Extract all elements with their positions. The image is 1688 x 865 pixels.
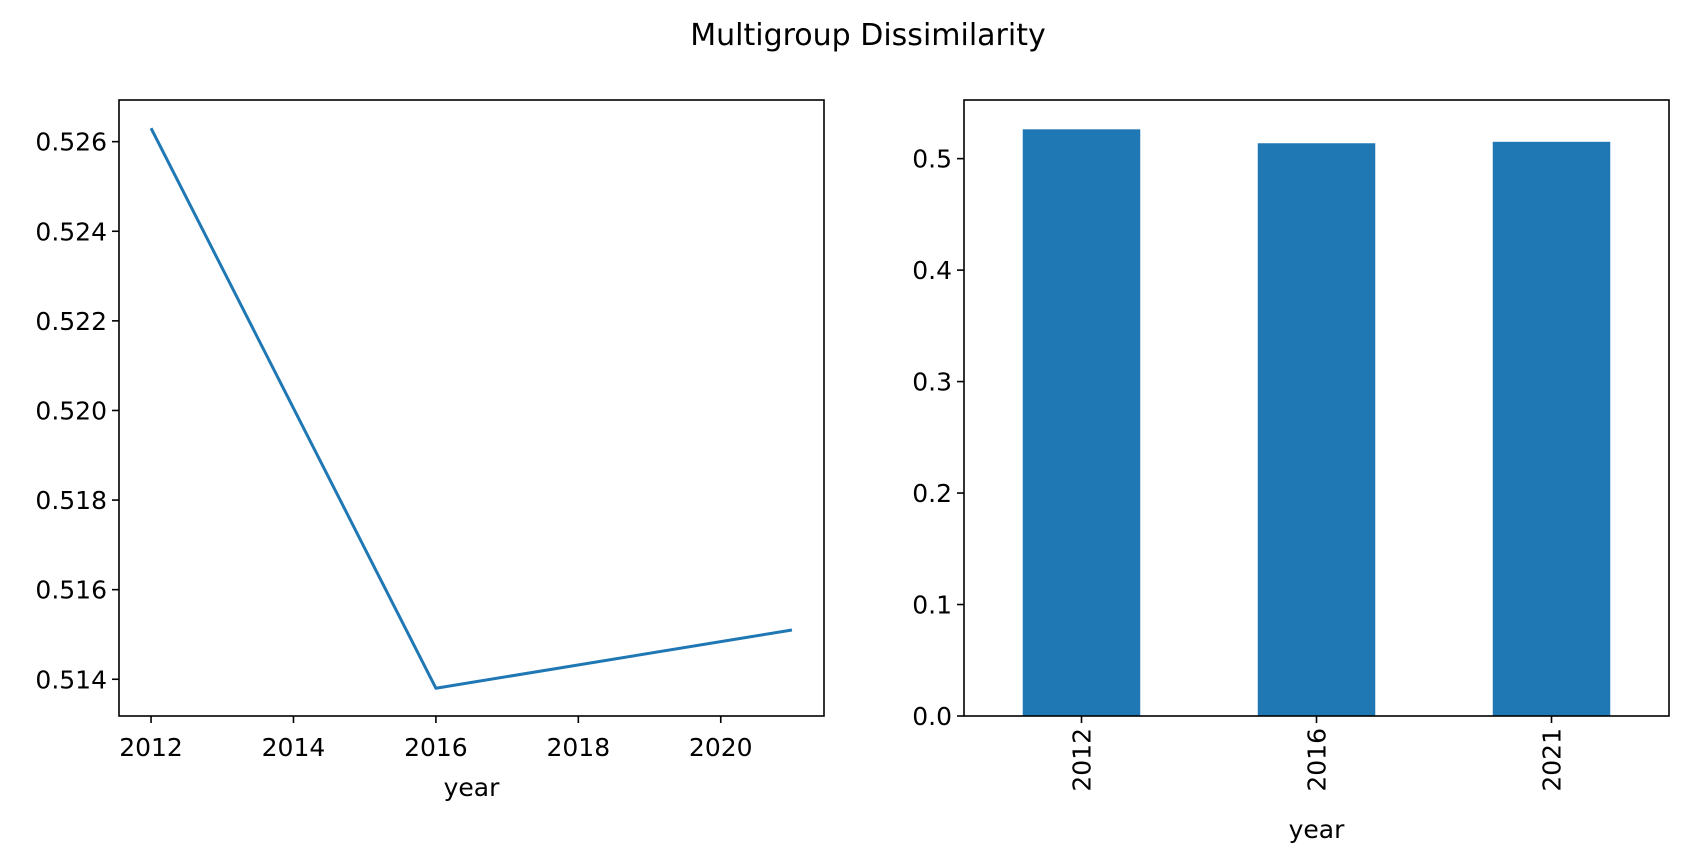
y-tick-label: 0.3 bbox=[912, 368, 952, 397]
bar-chart: 0.0 0.1 0.2 0.3 0.4 0.5 2012 2016 2021 year bbox=[912, 99, 1670, 844]
bar-chart-x-axis-label: year bbox=[1289, 815, 1345, 844]
y-tick-label: 0.514 bbox=[35, 665, 107, 694]
x-tick-label: 2012 bbox=[119, 733, 183, 762]
line-chart-plot-area bbox=[118, 99, 825, 717]
x-tick-label: 2020 bbox=[689, 733, 753, 762]
line-chart-y-axis: 0.514 0.516 0.518 0.520 0.522 0.524 0.526 bbox=[35, 128, 119, 694]
x-tick-label: 2016 bbox=[404, 733, 468, 762]
x-tick-label: 2021 bbox=[1538, 728, 1567, 792]
y-tick-label: 0.526 bbox=[35, 128, 107, 157]
bar bbox=[1492, 141, 1611, 717]
y-tick-label: 0.5 bbox=[912, 145, 952, 174]
y-tick-label: 0.0 bbox=[912, 702, 952, 731]
y-tick-label: 0.516 bbox=[35, 576, 107, 605]
y-tick-label: 0.522 bbox=[35, 307, 107, 336]
y-tick-label: 0.524 bbox=[35, 217, 107, 246]
y-tick-label: 0.518 bbox=[35, 486, 107, 515]
line-chart-series bbox=[149, 127, 793, 690]
y-tick-label: 0.520 bbox=[35, 396, 107, 425]
bar bbox=[1257, 143, 1376, 717]
x-tick-label: 2012 bbox=[1068, 728, 1097, 792]
figure-title: Multigroup Dissimilarity bbox=[690, 18, 1046, 53]
line-chart: 0.514 0.516 0.518 0.520 0.522 0.524 0.526 2012… bbox=[35, 99, 825, 802]
y-tick-label: 0.2 bbox=[912, 479, 952, 508]
line-chart-x-axis: 2012 2014 2016 2018 2020 bbox=[119, 716, 753, 762]
bar-chart-x-axis: 2012 2016 2021 bbox=[1068, 716, 1567, 792]
bar-chart-y-axis: 0.0 0.1 0.2 0.3 0.4 0.5 bbox=[912, 145, 964, 731]
line-chart-x-axis-label: year bbox=[444, 773, 500, 802]
y-tick-label: 0.1 bbox=[912, 591, 952, 620]
series-line bbox=[149, 127, 793, 690]
x-tick-label: 2014 bbox=[262, 733, 326, 762]
y-tick-label: 0.4 bbox=[912, 256, 952, 285]
bar-chart-bars bbox=[1022, 129, 1611, 717]
x-tick-label: 2018 bbox=[547, 733, 611, 762]
x-tick-label: 2016 bbox=[1303, 728, 1332, 792]
bar bbox=[1022, 129, 1141, 717]
